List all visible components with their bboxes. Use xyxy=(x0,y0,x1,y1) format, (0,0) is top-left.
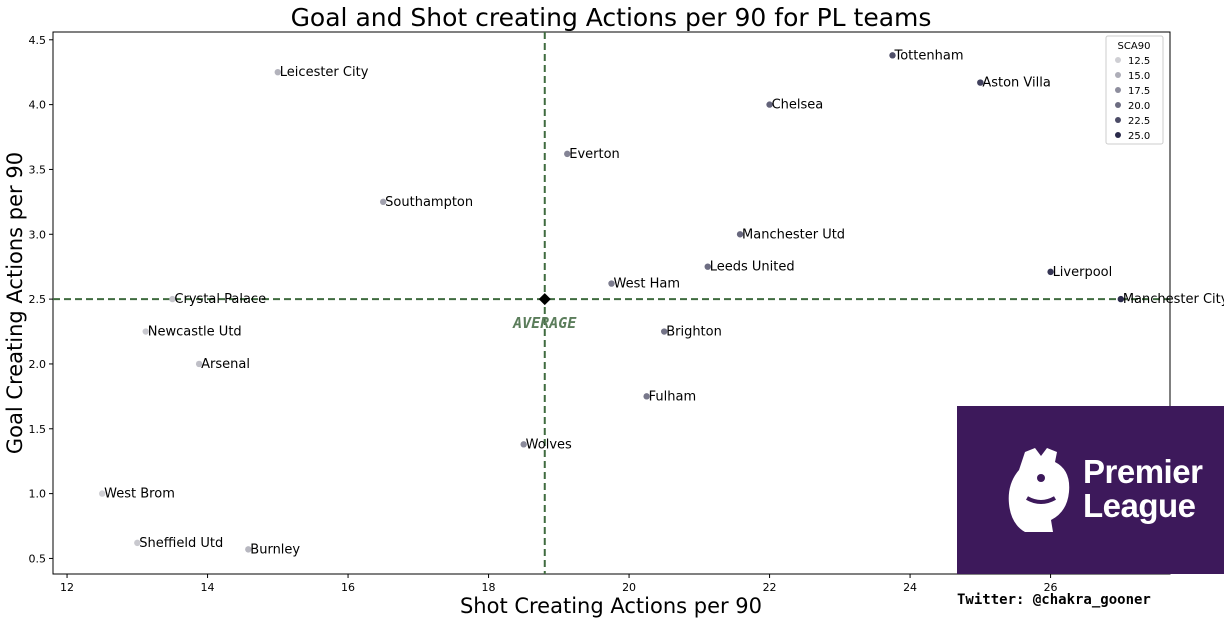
legend-marker xyxy=(1115,102,1121,108)
legend-box xyxy=(1105,35,1164,145)
x-tick-label: 12 xyxy=(60,581,74,594)
data-point xyxy=(766,101,773,108)
team-label: Fulham xyxy=(649,389,697,404)
data-point xyxy=(169,295,176,303)
x-tick-label: 16 xyxy=(341,581,355,594)
team-label: West Brom xyxy=(104,487,175,502)
legend-entry: 25.0 xyxy=(1128,131,1150,142)
legend-entry: 22.5 xyxy=(1128,116,1150,127)
data-point xyxy=(195,360,203,368)
data-point xyxy=(704,263,711,270)
legend-marker xyxy=(1115,57,1121,63)
data-point xyxy=(736,231,744,238)
data-point xyxy=(274,68,282,76)
chart-title: Goal and Shot creating Actions per 90 fo… xyxy=(291,3,932,32)
x-tick-label: 18 xyxy=(482,581,496,594)
team-label: Manchester City xyxy=(1123,292,1224,307)
data-point xyxy=(134,539,141,547)
premier-league-wordmark: Premier League xyxy=(1083,453,1203,524)
legend-marker xyxy=(1115,87,1121,93)
plot-area: 12 14 16 18 20 22 24 26 0.5 1.0 1.5 2.0 2.5 3.0 3.5 4.0… xyxy=(29,31,1224,594)
data-point xyxy=(520,441,527,448)
y-axis-label: Goal Creating Actions per 90 xyxy=(3,152,27,454)
legend-entry: 17.5 xyxy=(1128,86,1150,97)
data-point xyxy=(977,79,984,86)
x-tick-label: 26 xyxy=(1044,581,1058,594)
team-label: Burnley xyxy=(250,542,300,557)
legend-entry: 20.0 xyxy=(1128,101,1150,112)
team-label: Aston Villa xyxy=(982,76,1051,91)
team-label: Tottenham xyxy=(894,48,964,63)
team-label: Manchester Utd xyxy=(742,227,845,242)
legend-entry: 15.0 xyxy=(1128,71,1150,82)
legend-marker xyxy=(1115,132,1121,138)
data-point xyxy=(643,393,650,400)
x-tick-label: 14 xyxy=(201,581,215,594)
logo-line-2: League xyxy=(1083,487,1196,524)
team-label: Leeds United xyxy=(710,260,795,275)
team-label: Liverpool xyxy=(1053,265,1113,280)
team-label: Everton xyxy=(569,147,620,162)
team-label: West Ham xyxy=(614,277,681,292)
team-label: Crystal Palace xyxy=(174,292,266,307)
y-tick-label: 2.0 xyxy=(29,358,47,371)
y-tick-label: 1.0 xyxy=(29,488,47,501)
data-point xyxy=(98,490,106,497)
data-point xyxy=(564,150,571,158)
plot-frame xyxy=(52,31,1171,575)
twitter-credit: Twitter: @chakra_gooner xyxy=(957,592,1151,608)
legend-title: SCA90 xyxy=(1118,41,1151,52)
team-label: Southampton xyxy=(385,195,473,210)
team-label: Chelsea xyxy=(772,98,824,113)
team-label: Brighton xyxy=(666,325,722,340)
x-tick-label: 20 xyxy=(622,581,636,594)
legend-entry: 12.5 xyxy=(1128,56,1150,67)
team-label: Sheffield Utd xyxy=(139,536,223,551)
y-tick-label: 4.5 xyxy=(29,34,47,47)
data-point xyxy=(245,546,252,553)
logo-line-1: Premier xyxy=(1083,453,1203,490)
y-tick-label: 1.5 xyxy=(29,423,47,436)
y-tick-label: 0.5 xyxy=(29,552,47,565)
team-label: Arsenal xyxy=(201,357,250,372)
legend-marker xyxy=(1115,72,1121,78)
data-point xyxy=(608,280,615,287)
y-tick-label: 3.0 xyxy=(29,228,47,241)
premier-league-logo xyxy=(957,406,1224,574)
y-tick-label: 2.5 xyxy=(29,293,47,306)
average-marker xyxy=(538,293,551,306)
team-label: Newcastle Utd xyxy=(148,325,242,340)
lion-icon xyxy=(1008,448,1070,532)
data-point xyxy=(1047,268,1054,276)
y-tick-label: 3.5 xyxy=(29,163,47,176)
y-tick-label: 4.0 xyxy=(29,99,47,112)
average-label: AVERAGE xyxy=(512,314,577,332)
data-point xyxy=(1117,295,1125,303)
data-point xyxy=(379,198,387,206)
x-axis-label: Shot Creating Actions per 90 xyxy=(460,594,762,618)
team-label: Leicester City xyxy=(280,65,369,80)
data-point xyxy=(889,52,896,59)
team-label: Wolves xyxy=(526,437,572,452)
data-point xyxy=(142,328,149,335)
x-tick-label: 24 xyxy=(903,581,917,594)
legend-marker xyxy=(1115,117,1121,123)
x-tick-label: 22 xyxy=(763,581,777,594)
data-point xyxy=(660,328,668,335)
